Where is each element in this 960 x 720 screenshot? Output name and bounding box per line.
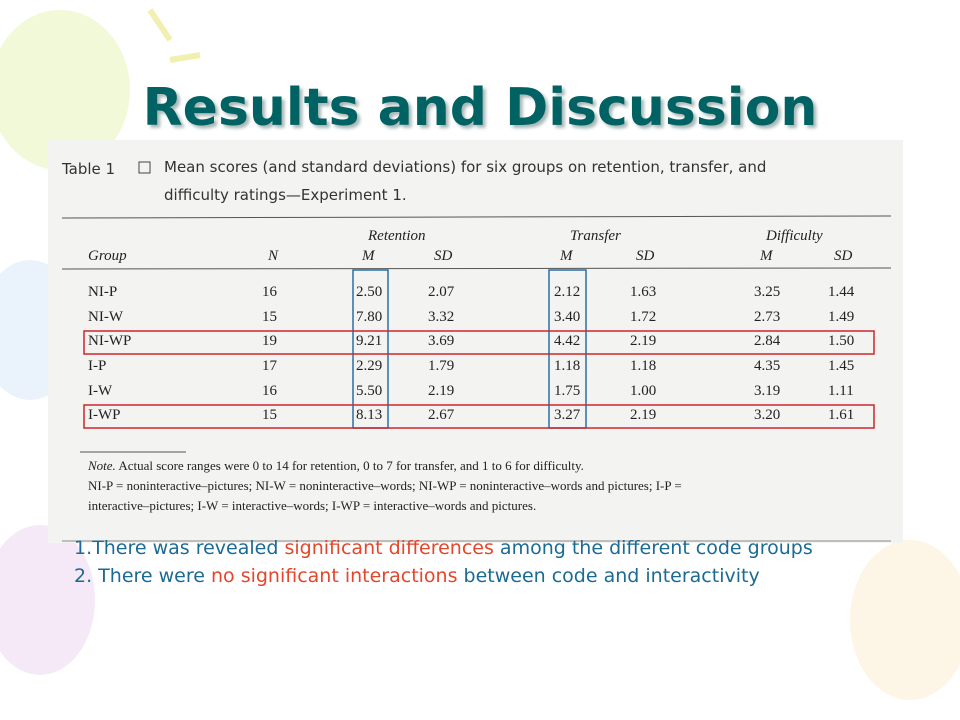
column-group: Transfer [570,228,621,244]
column-header: SD [834,248,853,264]
table-cell: 1.18 [630,358,657,374]
table-cell: 15 [262,309,277,325]
table-cell: 1.00 [630,383,657,399]
table-cell: 2.84 [754,333,781,349]
table-cell: 4.42 [554,333,581,349]
table-cell: 1.75 [554,383,581,399]
table-cell: I-W [88,383,113,399]
table-cell: 1.49 [828,309,855,325]
table-cell: 1.61 [828,407,855,423]
table-cell: 1.72 [630,309,657,325]
highlight-box [83,404,875,429]
table-cell: 3.19 [754,383,781,399]
table-cell: 2.19 [630,333,657,349]
table-cell: 1.18 [554,358,581,374]
table-cell: 16 [262,284,277,300]
column-group: Retention [368,228,426,244]
table-cell: 1.50 [828,333,855,349]
table-cell: 2.50 [356,284,383,300]
table-cell: 3.20 [754,407,781,423]
ray [169,52,201,63]
bullet: 1.There was revealed significant differe… [74,534,814,562]
table-label: Table 1 [62,160,116,178]
column-group: Difficulty [766,228,823,244]
table-lines [61,161,892,542]
table-cell: 2.29 [356,358,383,374]
table-cell: 19 [262,333,277,349]
bullet-text: among the different code groups [493,537,813,559]
table-cell: 3.40 [554,309,581,325]
ray [147,8,173,42]
table-cell: NI-W [88,309,123,325]
table-cell: 8.13 [356,407,383,423]
table-cell: I-P [88,358,107,374]
bullet-text: significant differences [284,537,494,559]
table-cell: 3.25 [754,284,781,300]
note-line: Note. Actual score ranges were 0 to 14 f… [88,458,584,474]
table-cell: 3.69 [428,333,455,349]
title: Results and Discussion [142,78,818,138]
table-cell: 1.11 [828,383,854,399]
table-cell: 3.32 [428,309,455,325]
table-cell: 2.07 [428,284,455,300]
bullets: 1.There was revealed significant differe… [74,534,814,590]
bullet-text: between code and interactivity [457,565,760,587]
table-cell: I-WP [88,407,121,423]
bullet-text: 1.There was revealed [74,537,285,559]
table-cell: 2.67 [428,407,455,423]
table-cell: NI-WP [88,333,132,349]
highlight-box [83,330,875,355]
note-text: Actual score ranges were 0 to 14 for ret… [115,458,584,473]
table-cell: 4.35 [754,358,781,374]
table-cell: NI-P [88,284,118,300]
balloon [0,525,95,675]
table-cell: 1.79 [428,358,455,374]
column-header: M [560,248,573,264]
table-cell: 2.19 [428,383,455,399]
balloon [850,540,960,700]
balloon [0,10,130,170]
table-cell: 7.80 [356,309,383,325]
column-header: N [268,248,279,264]
rule [61,215,892,219]
bullet: 2. There were no significant interaction… [74,562,814,590]
table-cell: 2.12 [554,284,581,300]
table: Table 1 Mean scores (and standard deviat… [48,140,903,543]
table-cell: 1.45 [828,358,855,374]
caption-box [138,161,151,174]
table-cell: 5.50 [356,383,383,399]
table-cell: 9.21 [356,333,383,349]
column-header: M [362,248,375,264]
caption: difficulty ratings—Experiment 1. [164,186,407,204]
table-cell: 2.19 [630,407,657,423]
column-header: Group [88,248,127,264]
bullet-text: 2. There were [74,565,211,587]
bullet-text: no significant interactions [210,565,458,587]
table-cell: 15 [262,407,277,423]
table-cell: 3.27 [554,407,581,423]
column-header: SD [636,248,655,264]
note-label: Note. [88,458,116,473]
table-cell: 1.63 [630,284,657,300]
table-cell: 16 [262,383,277,399]
table-cell: 17 [262,358,277,374]
caption: Mean scores (and standard deviations) fo… [164,158,767,176]
table-cell: 1.44 [828,284,855,300]
table-cell: 2.73 [754,309,781,325]
note-line: interactive–pictures; I-W = interactive–… [88,498,537,513]
note-line: NI-P = noninteractive–pictures; NI-W = n… [88,478,682,493]
column-header: M [760,248,773,264]
column-header: SD [434,248,453,264]
rule [61,267,892,270]
